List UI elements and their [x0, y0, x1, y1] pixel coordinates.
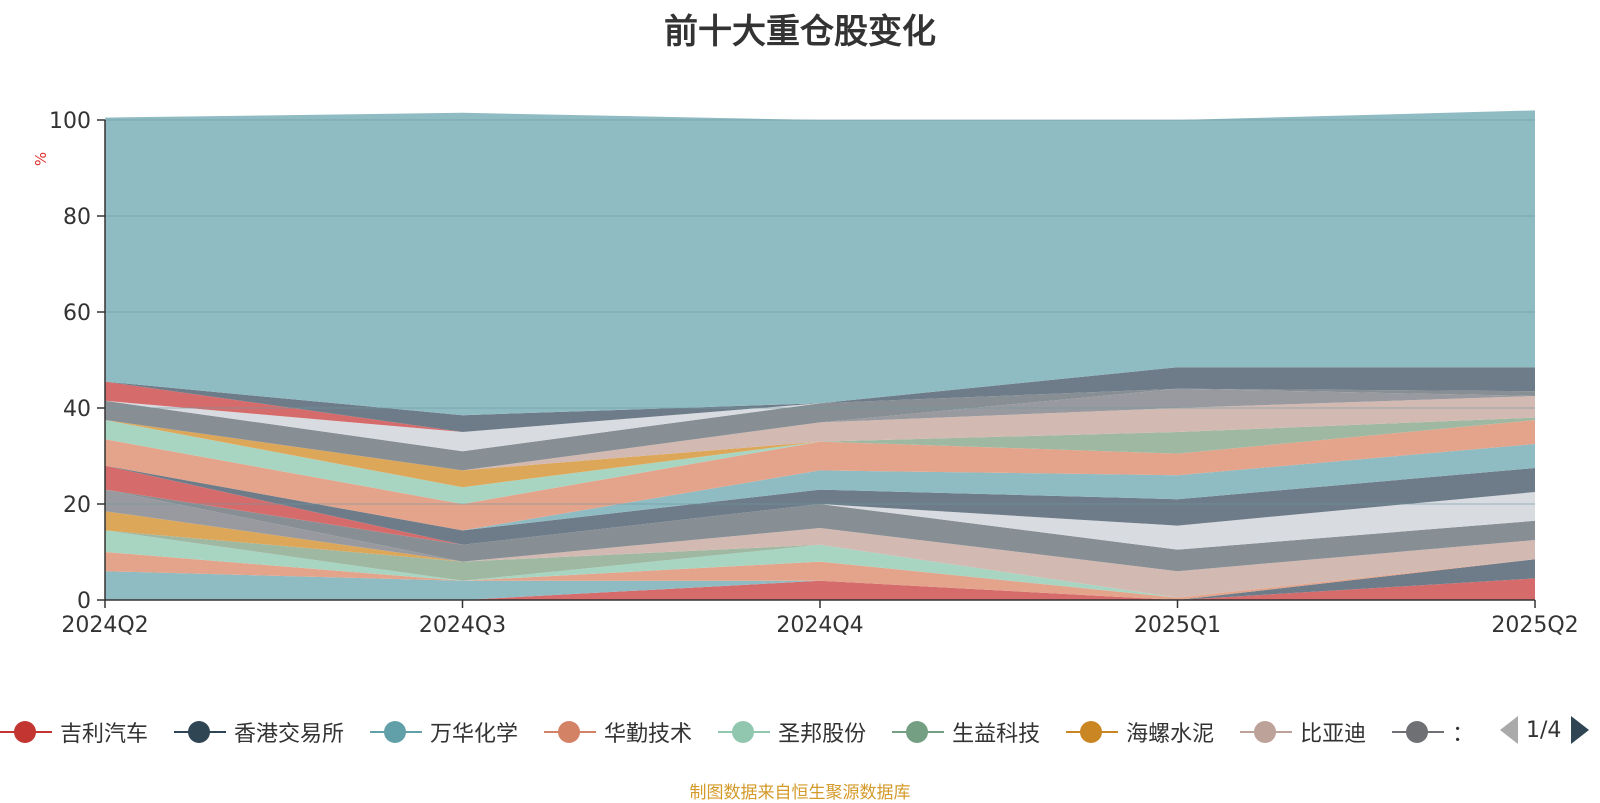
- area-band-13: [105, 444, 1535, 531]
- legend-label: 华勤技术: [604, 722, 693, 747]
- area-band-7: [105, 511, 1535, 598]
- area-band-9: [105, 489, 1535, 572]
- x-tick-label: 2024Q2: [61, 613, 148, 638]
- page-indicator: 1/4: [1526, 717, 1562, 743]
- area-band-19: [105, 388, 1535, 471]
- legend-item[interactable]: 海螺水泥: [1066, 716, 1214, 748]
- legend-item[interactable]: 万华化学: [370, 716, 518, 748]
- y-tick-label: 60: [63, 301, 91, 326]
- area-band-2: [105, 559, 1535, 600]
- source-note: 制图数据来自恒生聚源数据库: [689, 783, 911, 803]
- legend-label: ：: [1452, 722, 1475, 747]
- area-band-18: [105, 396, 1535, 471]
- x-tick-label: 2024Q3: [419, 613, 506, 638]
- area-band-6: [105, 511, 1535, 598]
- legend-item[interactable]: 吉利汽车: [0, 716, 148, 748]
- area-band-16: [105, 417, 1535, 488]
- x-tick-label: 2025Q2: [1491, 613, 1578, 638]
- x-tick-label: 2025Q1: [1134, 613, 1221, 638]
- legend-marker-icon: [1392, 720, 1445, 744]
- y-tick-label: 40: [63, 397, 91, 422]
- legend-item[interactable]: ：: [1392, 716, 1474, 748]
- legend-marker-icon: [0, 720, 52, 744]
- area-band-23: [105, 367, 1535, 432]
- area-chart: 0 20 40 60 80 100 2024Q2 2024Q3 2024Q4 2025Q1 2025…: [49, 109, 1579, 638]
- legend-marker-icon: [174, 720, 227, 744]
- area-band-0: [105, 578, 1535, 600]
- area-band-5: [105, 530, 1535, 598]
- chart-title: 前十大重仓股变化: [664, 12, 936, 52]
- y-tick-label: 20: [63, 493, 91, 518]
- legend-label: 圣邦股份: [778, 722, 867, 747]
- legend-label: 万华化学: [430, 722, 519, 747]
- legend-item[interactable]: 生益科技: [892, 716, 1040, 748]
- legend-marker-icon: [1240, 720, 1293, 744]
- area-band-14: [105, 420, 1535, 531]
- y-tick-label: 0: [77, 589, 91, 614]
- legend-label: 吉利汽车: [60, 722, 149, 747]
- legend-item[interactable]: 圣邦股份: [718, 716, 866, 748]
- area-band-10: [105, 489, 1535, 550]
- y-tick-label: 80: [63, 205, 91, 230]
- legend-item[interactable]: 华勤技术: [544, 716, 692, 748]
- area-band-20: [105, 388, 1535, 471]
- legend-label: 海螺水泥: [1126, 722, 1215, 747]
- area-band-21: [105, 388, 1535, 452]
- legend-label: 比亚迪: [1300, 722, 1367, 747]
- x-tick-label: 2024Q4: [776, 613, 863, 638]
- legend-label: 香港交易所: [234, 722, 345, 747]
- legend-marker-icon: [718, 720, 771, 744]
- legend-marker-icon: [370, 720, 423, 744]
- legend: 吉利汽车 香港交易所 万华化学 华勤技术 圣邦股份 生益科技 海螺水泥 比亚迪 ：: [0, 716, 1480, 752]
- legend-item[interactable]: 香港交易所: [174, 716, 344, 748]
- legend-marker-icon: [544, 720, 597, 744]
- area-band-3: [105, 552, 1535, 600]
- y-tick-label: 100: [49, 109, 91, 134]
- legend-pager: 1/4: [1500, 716, 1590, 744]
- next-page-icon[interactable]: [1571, 716, 1590, 744]
- area-band-24: [105, 110, 1535, 416]
- prev-page-icon[interactable]: [1500, 716, 1518, 744]
- legend-item[interactable]: 比亚迪: [1240, 716, 1366, 748]
- area-band-12: [105, 465, 1535, 545]
- legend-marker-icon: [1066, 720, 1119, 744]
- legend-label: 生益科技: [952, 722, 1041, 747]
- legend-marker-icon: [892, 720, 945, 744]
